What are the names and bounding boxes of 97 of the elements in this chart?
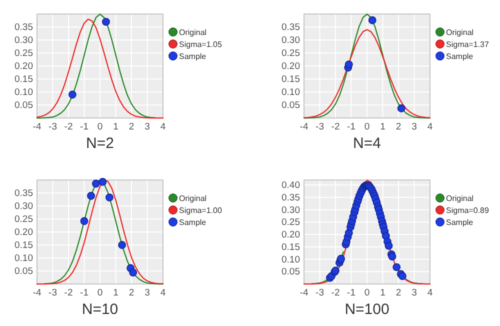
x-tick-label: 1 bbox=[113, 288, 118, 299]
y-tick-label: 0.25 bbox=[14, 214, 33, 226]
point bbox=[105, 193, 114, 202]
y-tick-label: 0.25 bbox=[14, 48, 33, 60]
x-tick-label: -3 bbox=[48, 288, 57, 299]
legend-label: Sample bbox=[446, 52, 474, 61]
y-tick-label: 0.15 bbox=[282, 242, 300, 253]
point bbox=[388, 252, 396, 260]
text: N=100 bbox=[344, 301, 390, 318]
point bbox=[87, 192, 95, 200]
y-tick-label: 0.10 bbox=[14, 253, 33, 264]
y-tick-label: 0.35 bbox=[14, 22, 33, 34]
x-tick-label: 2 bbox=[396, 122, 402, 133]
y-tick-label: 0.15 bbox=[282, 74, 300, 86]
x-tick-label: -2 bbox=[64, 288, 73, 299]
legend-label: Sample bbox=[179, 218, 207, 227]
y-tick-label: 0.05 bbox=[282, 100, 300, 112]
x-tick-label: 0 bbox=[364, 288, 370, 299]
x-tick-label: -2 bbox=[331, 288, 340, 299]
y-tick-label: 0.30 bbox=[282, 204, 300, 216]
y-tick-label: 0.05 bbox=[14, 100, 33, 112]
legend-label: Original bbox=[179, 28, 207, 37]
x-tick-label: -3 bbox=[48, 122, 57, 133]
y-tick-label: 0.20 bbox=[282, 230, 300, 241]
y-tick-label: 0.10 bbox=[14, 87, 33, 98]
legend-label: Original bbox=[179, 194, 207, 203]
point bbox=[392, 263, 401, 272]
x-tick-label: 1 bbox=[380, 122, 386, 133]
legend-label: Sigma=1.00 bbox=[179, 206, 222, 215]
x-tick-label: -3 bbox=[316, 288, 324, 299]
x-tick-label: -3 bbox=[316, 122, 324, 133]
x-tick-label: 2 bbox=[396, 288, 402, 299]
x-tick-label: 4 bbox=[427, 122, 433, 133]
y-tick-label: 0.15 bbox=[14, 74, 33, 86]
point bbox=[344, 60, 353, 68]
x-tick-label: -1 bbox=[347, 122, 356, 133]
x-tick-label: -4 bbox=[32, 288, 42, 299]
x-tick-label: 3 bbox=[144, 288, 150, 299]
y-tick-label: 0.05 bbox=[282, 266, 300, 278]
y-tick-label: 0.10 bbox=[282, 87, 300, 98]
x-tick-label: -2 bbox=[64, 122, 73, 133]
y-tick-label: 0.40 bbox=[282, 180, 300, 191]
x-tick-label: 0 bbox=[364, 122, 370, 133]
x-tick-label: 1 bbox=[380, 288, 386, 299]
legend-label: Sigma=1.05 bbox=[179, 40, 222, 49]
point bbox=[92, 180, 100, 188]
y-tick-label: 0.10 bbox=[282, 254, 300, 266]
y-tick-label: 0.30 bbox=[14, 201, 33, 212]
x-tick-label: 3 bbox=[412, 288, 417, 299]
y-tick-label: 0.35 bbox=[282, 22, 300, 34]
y-tick-label: 0.05 bbox=[14, 266, 33, 278]
x-tick-label: 1 bbox=[113, 122, 118, 133]
y-tick-label: 0.15 bbox=[14, 240, 33, 252]
y-tick-label: 0.35 bbox=[14, 188, 33, 200]
x-tick-label: -1 bbox=[80, 122, 88, 133]
y-tick-label: 0.20 bbox=[14, 227, 33, 238]
legend-label: Sigma=0.89 bbox=[446, 206, 490, 215]
line-series bbox=[303, 14, 431, 119]
text: N=10 bbox=[82, 301, 118, 318]
y-tick-label: 0.30 bbox=[14, 35, 33, 46]
x-tick-label: -2 bbox=[331, 122, 340, 133]
text: N=2 bbox=[86, 135, 114, 152]
y-tick-label: 0.25 bbox=[282, 217, 300, 228]
point bbox=[118, 241, 126, 249]
x-tick-label: 3 bbox=[144, 122, 150, 133]
x-tick-label: 4 bbox=[160, 288, 166, 299]
point bbox=[368, 16, 376, 24]
legend-label: Original bbox=[446, 194, 474, 203]
x-tick-label: -4 bbox=[300, 122, 308, 133]
y-tick-label: 0.20 bbox=[282, 61, 300, 72]
x-tick-label: 0 bbox=[97, 288, 103, 299]
x-tick-label: 2 bbox=[128, 122, 134, 133]
y-tick-label: 0.25 bbox=[282, 48, 300, 60]
line-series bbox=[303, 29, 431, 118]
legend-label: Sample bbox=[446, 218, 474, 227]
y-tick-label: 0.20 bbox=[14, 61, 33, 72]
x-tick-label: 2 bbox=[128, 288, 134, 299]
y-tick-label: 0.30 bbox=[282, 35, 300, 46]
legend-label: Original bbox=[446, 28, 474, 37]
y-tick-label: 0.35 bbox=[282, 192, 300, 204]
x-tick-label: -1 bbox=[80, 288, 88, 299]
x-tick-label: 0 bbox=[97, 122, 103, 133]
x-tick-label: 4 bbox=[427, 288, 433, 299]
legend-label: Sample bbox=[179, 52, 207, 61]
legend-label: Sigma=1.37 bbox=[446, 40, 490, 49]
x-tick-label: 4 bbox=[160, 122, 166, 133]
point bbox=[98, 178, 107, 186]
x-tick-label: 3 bbox=[412, 122, 417, 133]
x-tick-label: -4 bbox=[300, 288, 308, 299]
text: N=4 bbox=[353, 135, 381, 152]
x-tick-label: -4 bbox=[32, 122, 42, 133]
line-series bbox=[303, 180, 431, 285]
point bbox=[129, 268, 138, 277]
point bbox=[397, 104, 406, 112]
point bbox=[80, 217, 88, 226]
x-tick-label: -1 bbox=[347, 288, 356, 299]
point bbox=[384, 242, 393, 250]
